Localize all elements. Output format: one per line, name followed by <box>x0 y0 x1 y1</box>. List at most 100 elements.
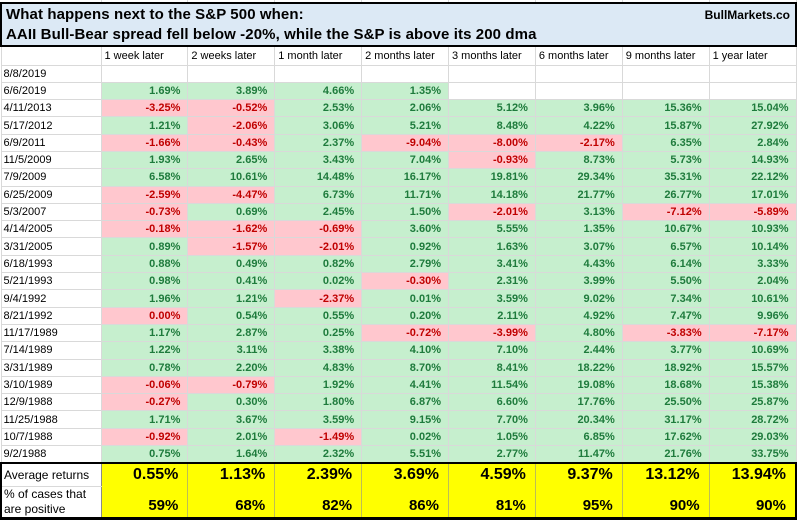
return-cell[interactable]: -2.37% <box>274 289 363 308</box>
return-cell[interactable]: 0.01% <box>361 289 449 308</box>
return-cell[interactable] <box>448 82 536 101</box>
return-cell[interactable]: 19.08% <box>535 376 623 395</box>
return-cell[interactable]: 3.60% <box>361 220 449 239</box>
return-cell[interactable]: -1.57% <box>187 237 276 256</box>
return-cell[interactable]: 14.48% <box>274 168 363 187</box>
return-cell[interactable]: 4.43% <box>535 255 623 274</box>
return-cell[interactable]: 3.43% <box>274 151 363 170</box>
return-cell[interactable]: -3.83% <box>622 324 710 343</box>
summary-positive-cell[interactable]: 90% <box>709 486 797 521</box>
return-cell[interactable]: 5.51% <box>361 445 449 464</box>
return-cell[interactable]: 0.69% <box>187 203 276 222</box>
return-cell[interactable]: 1.21% <box>187 289 276 308</box>
return-cell[interactable]: 3.96% <box>535 99 623 118</box>
corner-header-cell[interactable] <box>0 46 102 66</box>
return-cell[interactable]: 8.48% <box>448 116 536 135</box>
return-cell[interactable]: -2.59% <box>101 186 189 204</box>
return-cell[interactable]: 5.50% <box>622 272 710 291</box>
return-cell[interactable]: -0.30% <box>361 272 449 291</box>
return-cell[interactable]: 0.55% <box>274 307 363 325</box>
row-date-cell[interactable]: 9/2/1988 <box>0 445 102 464</box>
summary-positive-cell[interactable]: 82% <box>274 486 363 521</box>
return-cell[interactable]: 1.69% <box>101 82 189 101</box>
return-cell[interactable]: 1.71% <box>101 410 189 429</box>
return-cell[interactable]: -0.73% <box>101 203 189 222</box>
summary-positive-cell[interactable]: 81% <box>448 486 536 521</box>
return-cell[interactable]: 7.34% <box>622 289 710 308</box>
return-cell[interactable]: 10.14% <box>709 237 797 256</box>
return-cell[interactable]: 0.20% <box>361 307 449 325</box>
return-cell[interactable]: -0.79% <box>187 376 276 395</box>
return-cell[interactable]: 2.37% <box>274 134 363 152</box>
summary-positive-cell[interactable]: 59% <box>101 486 189 521</box>
row-date-cell[interactable]: 11/17/1989 <box>0 324 102 343</box>
return-cell[interactable] <box>535 65 623 83</box>
return-cell[interactable]: 4.66% <box>274 82 363 101</box>
row-date-cell[interactable]: 12/9/1988 <box>0 393 102 412</box>
summary-average-cell[interactable]: 4.59% <box>448 461 536 487</box>
return-cell[interactable] <box>361 65 449 83</box>
return-cell[interactable]: 2.01% <box>187 428 276 447</box>
column-header[interactable]: 6 months later <box>534 46 623 66</box>
return-cell[interactable]: 0.02% <box>274 272 363 291</box>
return-cell[interactable]: 0.98% <box>101 272 189 291</box>
return-cell[interactable]: 11.71% <box>361 186 449 204</box>
return-cell[interactable]: 14.93% <box>709 151 797 170</box>
return-cell[interactable]: 2.11% <box>448 307 536 325</box>
return-cell[interactable]: 29.03% <box>709 428 797 447</box>
return-cell[interactable]: 2.31% <box>448 272 536 291</box>
return-cell[interactable]: -0.72% <box>361 324 449 343</box>
return-cell[interactable]: 4.80% <box>535 324 623 343</box>
return-cell[interactable]: 4.83% <box>274 359 363 377</box>
return-cell[interactable]: 10.93% <box>709 220 797 239</box>
return-cell[interactable]: 1.35% <box>361 82 449 101</box>
return-cell[interactable]: 2.53% <box>274 99 363 118</box>
return-cell[interactable]: -1.49% <box>274 428 363 447</box>
column-header[interactable]: 1 year later <box>708 46 797 66</box>
return-cell[interactable]: -1.66% <box>101 134 189 152</box>
return-cell[interactable]: 3.11% <box>187 341 276 360</box>
column-header[interactable]: 2 months later <box>361 46 449 66</box>
summary-positive-label[interactable]: % of cases that are positive <box>0 486 102 521</box>
return-cell[interactable]: 2.04% <box>709 272 797 291</box>
return-cell[interactable]: 5.21% <box>361 116 449 135</box>
return-cell[interactable]: 0.02% <box>361 428 449 447</box>
return-cell[interactable]: -0.92% <box>101 428 189 447</box>
return-cell[interactable]: 1.92% <box>274 376 363 395</box>
row-date-cell[interactable]: 3/31/2005 <box>0 237 102 256</box>
return-cell[interactable]: 8.70% <box>361 359 449 377</box>
return-cell[interactable]: 15.87% <box>622 116 710 135</box>
return-cell[interactable]: 8.73% <box>535 151 623 170</box>
summary-positive-cell[interactable]: 86% <box>361 486 449 521</box>
return-cell[interactable] <box>622 82 710 101</box>
return-cell[interactable]: 1.05% <box>448 428 536 447</box>
return-cell[interactable]: 6.87% <box>361 393 449 412</box>
summary-average-cell[interactable]: 1.13% <box>187 461 276 487</box>
summary-average-cell[interactable]: 2.39% <box>274 461 363 487</box>
return-cell[interactable]: 33.75% <box>709 445 797 464</box>
return-cell[interactable]: 7.04% <box>361 151 449 170</box>
return-cell[interactable]: 10.67% <box>622 220 710 239</box>
return-cell[interactable]: 0.41% <box>187 272 276 291</box>
return-cell[interactable]: 3.07% <box>535 237 623 256</box>
return-cell[interactable]: 3.59% <box>448 289 536 308</box>
return-cell[interactable]: 11.47% <box>535 445 623 464</box>
return-cell[interactable]: 21.77% <box>535 186 623 204</box>
return-cell[interactable]: 4.10% <box>361 341 449 360</box>
return-cell[interactable]: 2.45% <box>274 203 363 222</box>
return-cell[interactable] <box>101 65 189 83</box>
return-cell[interactable] <box>709 82 797 101</box>
return-cell[interactable]: 3.38% <box>274 341 363 360</box>
return-cell[interactable]: -0.93% <box>448 151 536 170</box>
return-cell[interactable]: -2.01% <box>448 203 536 222</box>
return-cell[interactable]: 4.41% <box>361 376 449 395</box>
return-cell[interactable] <box>274 65 363 83</box>
return-cell[interactable]: 19.81% <box>448 168 536 187</box>
return-cell[interactable]: 1.35% <box>535 220 623 239</box>
return-cell[interactable]: 3.41% <box>448 255 536 274</box>
return-cell[interactable]: 2.79% <box>361 255 449 274</box>
return-cell[interactable]: 0.75% <box>101 445 189 464</box>
return-cell[interactable]: 26.77% <box>622 186 710 204</box>
return-cell[interactable]: 9.02% <box>535 289 623 308</box>
return-cell[interactable]: 2.20% <box>187 359 276 377</box>
